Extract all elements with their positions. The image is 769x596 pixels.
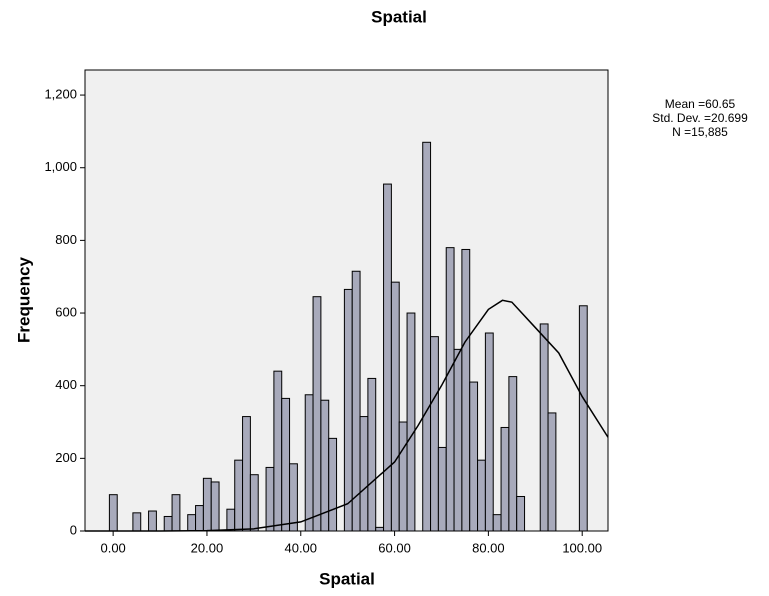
- bar: [445, 247, 455, 532]
- bar: [430, 336, 439, 532]
- bar: [375, 526, 385, 532]
- bar: [453, 348, 463, 532]
- bar: [202, 477, 212, 532]
- normal-curve: [85, 299, 609, 532]
- bar: [500, 426, 510, 532]
- x-tick-label: 20.00: [191, 540, 224, 555]
- y-tick-label: 600: [55, 304, 77, 319]
- chart-title: Spatial: [371, 7, 427, 26]
- bar: [328, 437, 338, 532]
- bar: [304, 394, 314, 532]
- x-tick-label: 40.00: [284, 540, 317, 555]
- y-tick-label: 1,200: [44, 87, 77, 102]
- bar: [226, 508, 236, 532]
- bar: [132, 512, 142, 532]
- x-axis-title: Spatial: [319, 569, 375, 588]
- stat-text: Mean =60.65: [665, 97, 736, 111]
- bar: [187, 514, 197, 532]
- bar: [195, 505, 204, 532]
- bar: [469, 381, 479, 532]
- bar: [398, 421, 408, 532]
- y-tick-label: 0: [70, 522, 77, 537]
- bar: [273, 370, 283, 532]
- x-tick-label: 0.00: [100, 540, 125, 555]
- bar: [281, 397, 291, 532]
- stat-text: N =15,885: [672, 125, 728, 139]
- bar: [171, 494, 181, 532]
- bar: [242, 416, 251, 532]
- bar: [477, 459, 486, 532]
- bar: [484, 332, 494, 532]
- bar: [492, 514, 502, 532]
- stat-text: Std. Dev. =20.699: [652, 111, 748, 125]
- bar: [210, 481, 220, 532]
- bar: [508, 376, 518, 532]
- bar: [547, 412, 557, 532]
- bar: [461, 248, 471, 532]
- bar: [437, 446, 447, 532]
- bar: [289, 463, 298, 532]
- bar: [367, 377, 377, 532]
- bar: [163, 515, 173, 532]
- bar: [383, 183, 392, 532]
- bar: [343, 288, 353, 532]
- bar: [539, 323, 549, 532]
- bar: [359, 416, 369, 532]
- bar: [249, 474, 259, 532]
- bar: [406, 312, 416, 532]
- bar: [148, 510, 157, 532]
- y-tick-label: 800: [55, 232, 77, 247]
- y-tick-label: 1,000: [44, 159, 77, 174]
- bar: [422, 141, 432, 532]
- bar: [312, 296, 322, 532]
- bar: [108, 494, 118, 532]
- bar: [578, 305, 588, 532]
- x-tick-label: 80.00: [472, 540, 505, 555]
- bar: [516, 495, 526, 532]
- x-tick-label: 60.00: [378, 540, 411, 555]
- x-tick-label: 100.00: [562, 540, 602, 555]
- bar: [390, 281, 400, 532]
- y-tick-label: 400: [55, 377, 77, 392]
- bar: [265, 466, 275, 532]
- bar: [234, 459, 244, 532]
- y-tick-label: 200: [55, 450, 77, 465]
- y-axis-title: Frequency: [14, 256, 33, 343]
- bar: [351, 270, 361, 532]
